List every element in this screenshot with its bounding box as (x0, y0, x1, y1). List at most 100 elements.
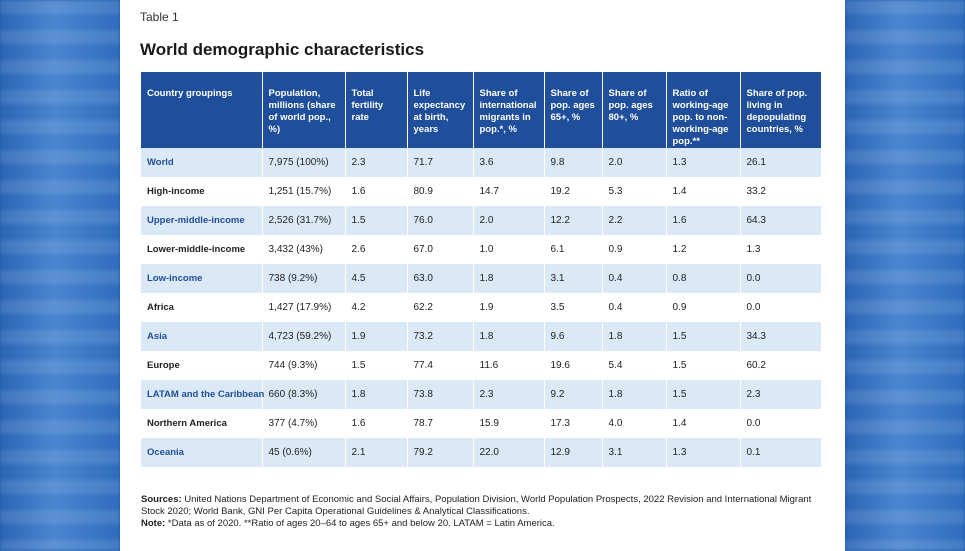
table-cell: 1.4 (666, 177, 741, 206)
demographics-table: Country groupings Population, millions (s… (141, 72, 821, 467)
table-cell: 22.0 (473, 438, 545, 467)
table-row: Low-income 738 (9.2%) 4.5 63.0 1.8 3.1 0.4 0.8 0… (141, 264, 821, 293)
background-right (845, 0, 965, 551)
column-header: Share of pop. living in depopulating cou… (740, 72, 821, 148)
table-cell: 26.1 (740, 148, 821, 177)
header-row: Country groupings Population, millions (s… (141, 72, 821, 148)
table-cell: 71.7 (407, 148, 474, 177)
table-row: Oceania 45 (0.6%) 2.1 79.2 22.0 12.9 3.1 1.3 0.1 (141, 438, 821, 467)
table-cell: 0.8 (666, 264, 741, 293)
table-cell: 1.0 (473, 235, 545, 264)
table-row: Upper-middle-income 2,526 (31.7%) 1.5 76.0 2… (141, 206, 821, 235)
table-cell: 45 (0.6%) (262, 438, 346, 467)
table-cell: 14.7 (473, 177, 545, 206)
row-label: Low-income (141, 264, 263, 293)
table-cell: 1.3 (746, 244, 761, 255)
table-cell: 12.2 (544, 206, 603, 235)
table-cell: 73.2 (407, 322, 474, 351)
table-cell: 738 (9.2%) (262, 264, 346, 293)
table-cell: 67.0 (407, 235, 474, 264)
table-cell: 1.8 (345, 380, 408, 409)
table-cell: 1.3 (666, 148, 741, 177)
table-row: Africa 1,427 (17.9%) 4.2 62.2 1.9 3.5 0.4 0.9 0.… (141, 293, 821, 322)
table-cell: 7,975 (100%) (262, 148, 346, 177)
table-cell: 3,432 (43%) (262, 235, 346, 264)
table-cell: 1.5 (345, 206, 408, 235)
row-label: Oceania (141, 438, 263, 467)
table-cell: 1.9 (345, 322, 408, 351)
table-cell: 60.2 (746, 360, 766, 371)
column-header: Share of international migrants in pop.*… (473, 72, 545, 148)
row-label: Upper-middle-income (141, 206, 263, 235)
table-cell: 2.3 (473, 380, 545, 409)
table-row: Asia 4,723 (59.2%) 1.9 73.2 1.8 9.6 1.8 1.5 34.3 (141, 322, 821, 351)
table-cell: 660 (8.3%) (262, 380, 346, 409)
table-body: World 7,975 (100%) 2.3 71.7 3.6 9.8 2.0 1.3 26.1… (141, 148, 821, 467)
table-cell: 1.9 (473, 293, 545, 322)
table-cell: 73.8 (407, 380, 474, 409)
table-cell: 17.3 (544, 409, 603, 438)
table-cell: 2.0 (602, 148, 667, 177)
column-header: Ratio of working-age pop. to non-working… (666, 72, 741, 148)
table-cell: 15.9 (473, 409, 545, 438)
table-cell: 2.2 (602, 206, 667, 235)
table-cell: 1,427 (17.9%) (262, 293, 346, 322)
sources-label: Sources: (141, 494, 182, 505)
sources-text: United Nations Department of Economic an… (141, 494, 812, 517)
table-cell: 1.6 (345, 409, 408, 438)
table-cell: 1.5 (666, 322, 741, 351)
table-cell: 1.8 (602, 322, 667, 351)
table-cell: 3.1 (602, 438, 667, 467)
column-header: Share of pop. ages 65+, % (544, 72, 603, 148)
table-cell: 0.0 (746, 418, 761, 429)
table-row: High-income 1,251 (15.7%) 1.6 80.9 14.7 19.2 5… (141, 177, 821, 206)
table-cell: 4.2 (345, 293, 408, 322)
table-cell: 1.5 (345, 351, 408, 380)
table-cell: 1.5 (666, 380, 741, 409)
table-row: Lower-middle-income 3,432 (43%) 2.6 67.0 1.0… (141, 235, 821, 264)
table-label: Table 1 (140, 10, 179, 24)
table-cell: 1,251 (15.7%) (262, 177, 346, 206)
table-cell: 11.6 (473, 351, 545, 380)
table-cell: 0.1 (740, 438, 821, 467)
column-header: Life expectancy at birth, years (407, 72, 474, 148)
table-cell: 1.4 (666, 409, 741, 438)
table-cell: 19.6 (544, 351, 603, 380)
table-cell: 63.0 (407, 264, 474, 293)
table-cell: 0.0 (746, 302, 761, 313)
column-header: Total fertility rate (345, 72, 408, 148)
row-label: Northern America (141, 409, 263, 438)
table-cell: 9.6 (544, 322, 603, 351)
table-cell: 62.2 (407, 293, 474, 322)
table-row: LATAM and the Caribbean 660 (8.3%) 1.8 73.8… (141, 380, 821, 409)
table-cell: 2,526 (31.7%) (262, 206, 346, 235)
table-cell: 19.2 (544, 177, 603, 206)
table-row: Europe 744 (9.3%) 1.5 77.4 11.6 19.6 5.4 1.5 60.… (141, 351, 821, 380)
row-label: High-income (141, 177, 263, 206)
table-cell: 0.0 (740, 264, 821, 293)
table-cell: 12.9 (544, 438, 603, 467)
table-cell: 1.8 (602, 380, 667, 409)
table-cell: 2.0 (473, 206, 545, 235)
table-cell: 33.2 (746, 186, 766, 197)
table-row: World 7,975 (100%) 2.3 71.7 3.6 9.8 2.0 1.3 26.1 (141, 148, 821, 177)
table-cell: 5.4 (602, 351, 667, 380)
row-label: World (141, 148, 263, 177)
table-cell: 80.9 (407, 177, 474, 206)
row-label: Europe (141, 351, 263, 380)
table-cell: 2.3 (345, 148, 408, 177)
sources-note: Sources: United Nations Department of Ec… (141, 494, 821, 518)
column-header: Share of pop. ages 80+, % (602, 72, 667, 148)
table-cell: 1.8 (473, 264, 545, 293)
table-cell: 9.2 (544, 380, 603, 409)
table-cell: 64.3 (740, 206, 821, 235)
table-cell: 1.5 (666, 351, 741, 380)
table-row: Northern America 377 (4.7%) 1.6 78.7 15.9 17.… (141, 409, 821, 438)
table-notes: Sources: United Nations Department of Ec… (141, 494, 821, 530)
table-cell: 3.6 (473, 148, 545, 177)
table-cell: 3.5 (544, 293, 603, 322)
row-label: Asia (141, 322, 263, 351)
table-cell: 0.4 (602, 264, 667, 293)
table-cell: 1.6 (345, 177, 408, 206)
table-cell: 77.4 (407, 351, 474, 380)
